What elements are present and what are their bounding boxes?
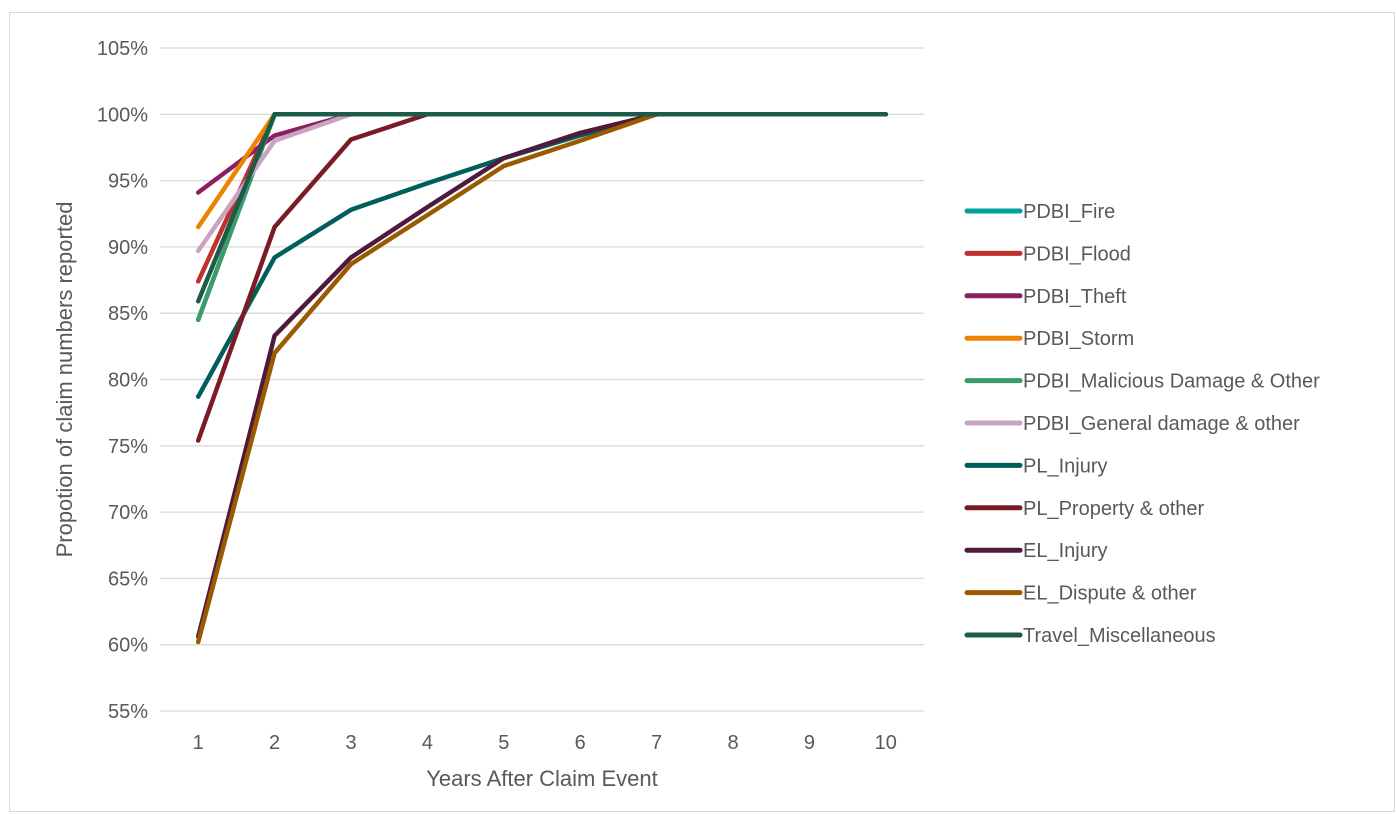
legend-label: PDBI_General damage & other bbox=[1023, 413, 1300, 435]
legend-label: PDBI_Malicious Damage & Other bbox=[1023, 371, 1320, 393]
series-line-6 bbox=[195, 112, 889, 254]
y-tick-label: 90% bbox=[108, 237, 148, 259]
y-tick-label: 60% bbox=[108, 635, 148, 657]
y-tick-label: 105% bbox=[97, 38, 148, 60]
legend-item: PDBI_Fire bbox=[964, 201, 1115, 223]
x-tick-label: 3 bbox=[345, 732, 356, 754]
legend-item: PDBI_Flood bbox=[964, 243, 1131, 265]
legend-item: PDBI_General damage & other bbox=[964, 413, 1300, 435]
x-axis-ticks: 1 2 3 4 5 6 7 8 9 10 bbox=[193, 732, 897, 754]
legend-item: PL_Property & other bbox=[964, 498, 1205, 520]
x-tick-label: 5 bbox=[498, 732, 509, 754]
y-tick-label: 95% bbox=[108, 171, 148, 193]
x-tick-label: 10 bbox=[875, 732, 897, 754]
y-tick-label: 70% bbox=[108, 502, 148, 524]
line-chart: 55% 60% 65% 70% 75% 80% 85% 90% 95% 100% 105% 1 2 3 4… bbox=[52, 38, 1320, 791]
x-tick-label: 8 bbox=[727, 732, 738, 754]
series-line-9 bbox=[195, 112, 889, 639]
legend-label: PDBI_Flood bbox=[1023, 243, 1131, 265]
legend-item: PDBI_Theft bbox=[964, 286, 1127, 308]
legend-item: EL_Dispute & other bbox=[964, 583, 1197, 605]
series-line-7 bbox=[195, 112, 889, 399]
legend-item: Travel_Miscellaneous bbox=[964, 625, 1216, 647]
legend-item: EL_Injury bbox=[964, 540, 1108, 562]
x-tick-label: 2 bbox=[269, 732, 280, 754]
x-tick-label: 7 bbox=[651, 732, 662, 754]
y-tick-label: 75% bbox=[108, 436, 148, 458]
legend-item: PDBI_Malicious Damage & Other bbox=[964, 371, 1320, 393]
legend-label: PL_Property & other bbox=[1023, 498, 1205, 520]
x-axis-title: Years After Claim Event bbox=[426, 766, 658, 791]
legend-label: PDBI_Storm bbox=[1023, 328, 1134, 350]
y-axis-ticks: 55% 60% 65% 70% 75% 80% 85% 90% 95% 100% 105% bbox=[97, 38, 148, 723]
legend-label: EL_Dispute & other bbox=[1023, 583, 1197, 605]
series-line-11 bbox=[195, 112, 889, 304]
y-tick-label: 100% bbox=[97, 104, 148, 126]
y-tick-label: 80% bbox=[108, 370, 148, 392]
x-tick-label: 6 bbox=[575, 732, 586, 754]
series-lines bbox=[195, 112, 889, 645]
x-tick-label: 1 bbox=[193, 732, 204, 754]
legend-label: PDBI_Theft bbox=[1023, 286, 1127, 308]
x-tick-label: 9 bbox=[804, 732, 815, 754]
chart-frame: 55% 60% 65% 70% 75% 80% 85% 90% 95% 100% 105% 1 2 3 4… bbox=[9, 12, 1395, 812]
legend-item: PDBI_Storm bbox=[964, 328, 1134, 350]
legend-label: Travel_Miscellaneous bbox=[1023, 625, 1216, 647]
x-tick-label: 4 bbox=[422, 732, 433, 754]
legend-item: PL_Injury bbox=[964, 455, 1108, 477]
y-tick-label: 55% bbox=[108, 701, 148, 723]
legend-label: PDBI_Fire bbox=[1023, 201, 1115, 223]
y-axis-title: Propotion of claim numbers reported bbox=[52, 202, 77, 558]
legend-label: EL_Injury bbox=[1023, 540, 1108, 562]
legend: PDBI_Fire PDBI_Flood PDBI_Theft PDBI_Storm P… bbox=[964, 201, 1320, 647]
y-tick-label: 65% bbox=[108, 568, 148, 590]
series-line-8 bbox=[195, 112, 889, 443]
legend-label: PL_Injury bbox=[1023, 455, 1108, 477]
y-tick-label: 85% bbox=[108, 303, 148, 325]
